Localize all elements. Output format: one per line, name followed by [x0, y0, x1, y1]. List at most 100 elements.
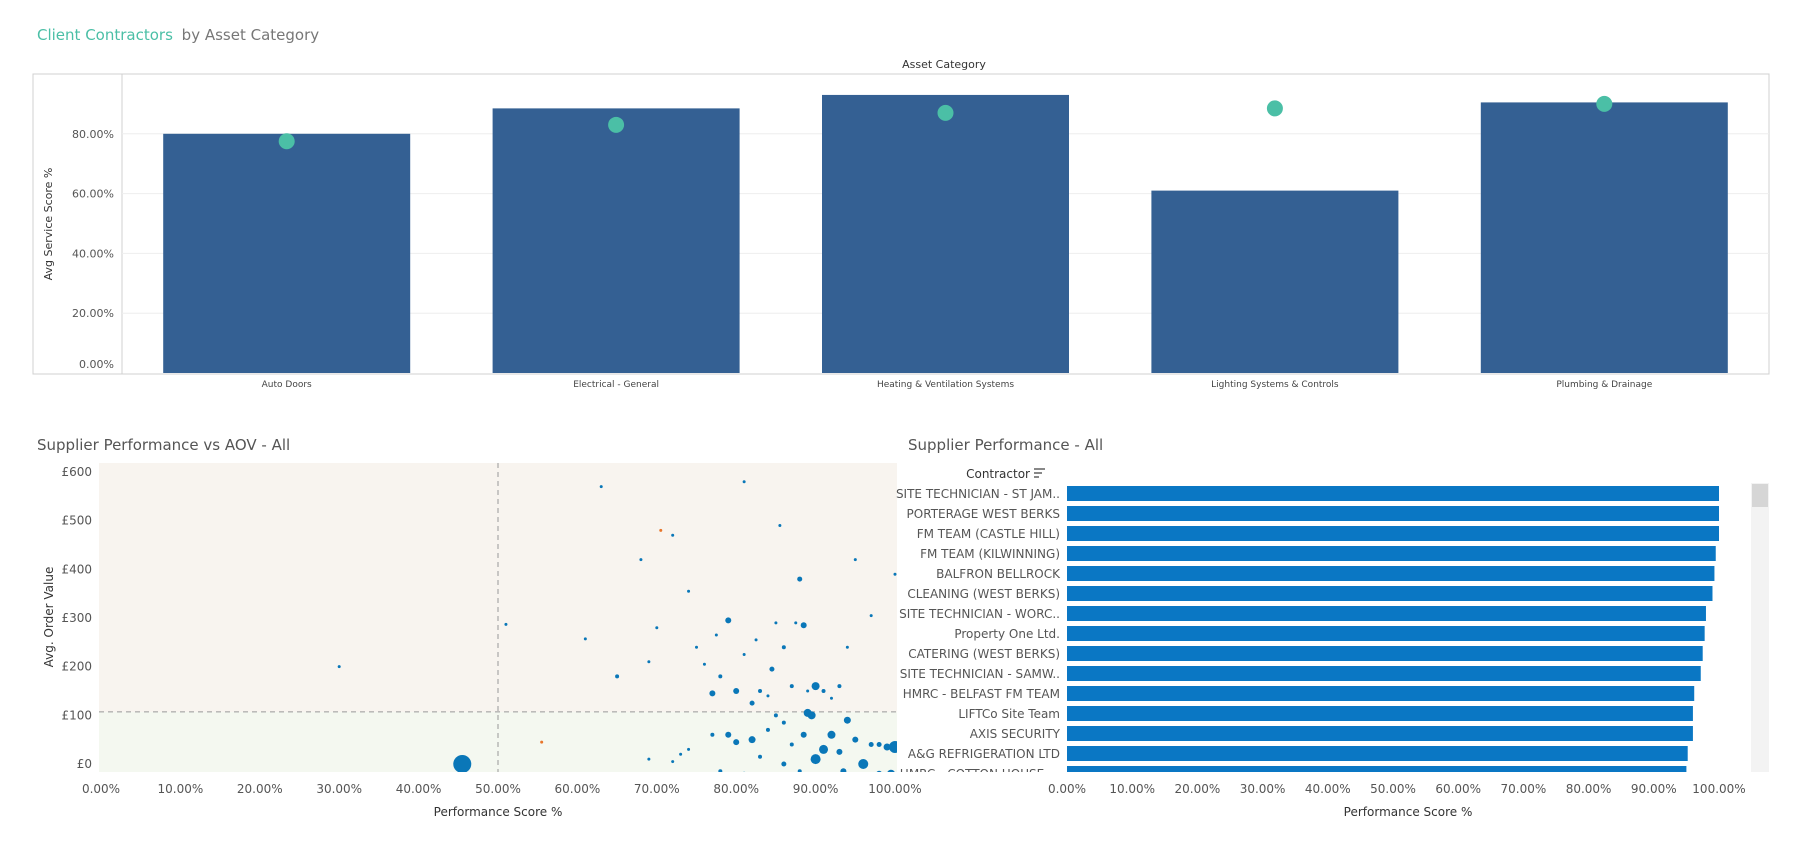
contractor-bar[interactable] — [1067, 746, 1688, 761]
scatter-point[interactable] — [836, 748, 843, 755]
scatter-point[interactable] — [702, 662, 706, 666]
contractor-label[interactable]: FM TEAM (CASTLE HILL) — [917, 527, 1060, 541]
contractor-bar[interactable] — [1067, 586, 1713, 601]
top-marker[interactable] — [1266, 100, 1283, 117]
contractor-bar[interactable] — [1067, 766, 1687, 781]
scatter-point[interactable] — [797, 769, 802, 773]
scatter-point[interactable] — [883, 743, 891, 751]
scatter-point[interactable] — [647, 660, 651, 664]
scatter-point[interactable] — [337, 665, 341, 669]
scatter-point[interactable] — [845, 645, 849, 649]
top-marker[interactable] — [937, 104, 954, 121]
scatter-point[interactable] — [718, 769, 723, 773]
scatter-point[interactable] — [725, 617, 732, 624]
scatter-point[interactable] — [766, 694, 770, 698]
scatter-point[interactable] — [504, 622, 508, 626]
contractor-label[interactable]: SITE TECHNICIAN - WORC.. — [899, 607, 1060, 621]
scatter-point[interactable] — [695, 645, 698, 649]
scatter-point[interactable] — [599, 485, 603, 489]
supplier-performance-chart[interactable]: Contractor SITE TECHNICIAN - ST JAM.. POR… — [896, 467, 1769, 819]
top-marker[interactable] — [608, 116, 625, 133]
scatter-point[interactable] — [774, 621, 778, 625]
scatter-point[interactable] — [829, 696, 833, 700]
sort-icon[interactable] — [1034, 468, 1045, 478]
scatter-point[interactable] — [754, 638, 758, 642]
scatter-point[interactable] — [725, 731, 732, 738]
scatter-point[interactable] — [800, 622, 807, 629]
contractor-bar[interactable] — [1067, 526, 1719, 541]
scatter-point[interactable] — [789, 684, 794, 689]
scatter-point[interactable] — [797, 576, 803, 582]
scatter-point[interactable] — [671, 533, 675, 537]
scatter-point[interactable] — [827, 730, 836, 739]
scatter-point[interactable] — [889, 740, 901, 753]
scatter-point[interactable] — [749, 700, 755, 706]
scatter-point[interactable] — [789, 742, 794, 747]
scatter-point[interactable] — [843, 716, 851, 724]
scatter-point[interactable] — [659, 528, 663, 532]
contractor-bar[interactable] — [1067, 486, 1719, 501]
contractor-label[interactable]: FM TEAM (KILWINNING) — [920, 547, 1060, 561]
scatter-point[interactable] — [733, 739, 740, 746]
contractor-label[interactable]: LIFTCo Site Team — [958, 707, 1060, 721]
contractor-bar[interactable] — [1067, 706, 1693, 721]
scatter-point[interactable] — [687, 589, 691, 593]
scatter-point[interactable] — [733, 688, 740, 694]
scatter-point[interactable] — [453, 755, 472, 773]
contractor-label[interactable]: BALFRON BELLROCK — [936, 567, 1061, 581]
contractor-label[interactable]: CLEANING (WEST BERKS) — [907, 587, 1060, 601]
contractor-label[interactable]: HMRC - BELFAST FM TEAM — [903, 687, 1060, 701]
contractor-header[interactable]: Contractor — [966, 467, 1030, 481]
top-bar[interactable] — [1480, 102, 1728, 373]
scatter-point[interactable] — [852, 736, 859, 743]
scatter-point[interactable] — [709, 690, 716, 697]
top-marker[interactable] — [278, 133, 295, 150]
scatter-point[interactable] — [710, 732, 715, 737]
contractor-bar[interactable] — [1067, 506, 1719, 521]
scatter-point[interactable] — [639, 558, 643, 562]
contractor-label[interactable]: SITE TECHNICIAN - ST JAM.. — [896, 487, 1060, 501]
scatter-chart[interactable]: £0 £100 £200 £300 £400 £500 £600 0.00% 10.00% 20… — [42, 463, 922, 819]
scatter-point[interactable] — [773, 713, 778, 718]
scatter-point[interactable] — [781, 761, 787, 767]
scatter-point[interactable] — [893, 572, 897, 576]
scatter-point[interactable] — [742, 771, 746, 776]
scatter-point[interactable] — [819, 744, 829, 754]
scatter-point[interactable] — [758, 754, 763, 759]
scatter-point[interactable] — [748, 736, 756, 744]
scatter-point[interactable] — [810, 754, 821, 765]
contractor-label[interactable]: CATERING (WEST BERKS) — [908, 647, 1060, 661]
contractor-label[interactable]: HMRC - COTTON HOUSE -.. — [900, 767, 1060, 781]
scatter-point[interactable] — [718, 674, 723, 679]
scatter-point[interactable] — [781, 645, 786, 650]
scatter-point[interactable] — [858, 759, 869, 769]
scatter-point[interactable] — [807, 711, 816, 720]
scrollbar-track[interactable] — [1751, 483, 1769, 772]
scatter-point[interactable] — [576, 772, 579, 775]
top-marker[interactable] — [1596, 95, 1613, 112]
scatter-point[interactable] — [781, 720, 786, 725]
dashboard-title-accent[interactable]: Client Contractors — [37, 26, 173, 44]
top-bar[interactable] — [492, 108, 740, 373]
scatter-point[interactable] — [876, 770, 882, 777]
scatter-point[interactable] — [769, 666, 775, 672]
scatter-point[interactable] — [679, 752, 683, 756]
scatter-point[interactable] — [876, 742, 882, 748]
contractor-label[interactable]: PORTERAGE WEST BERKS — [907, 507, 1060, 521]
scatter-point[interactable] — [806, 689, 810, 693]
contractor-bar[interactable] — [1067, 646, 1703, 661]
scatter-point[interactable] — [840, 768, 847, 774]
scatter-point[interactable] — [765, 727, 770, 732]
contractor-label[interactable]: Property One Ltd. — [954, 627, 1060, 641]
asset-category-chart[interactable]: Asset Category Avg Service Score % 0.00%… — [32, 58, 1770, 390]
contractor-label[interactable]: SITE TECHNICIAN - SAMW.. — [900, 667, 1060, 681]
contractor-bar[interactable] — [1067, 626, 1705, 641]
scatter-point[interactable] — [583, 637, 587, 641]
contractor-bar[interactable] — [1067, 686, 1695, 701]
scatter-point[interactable] — [778, 524, 782, 528]
contractor-bar[interactable] — [1067, 666, 1701, 681]
scatter-point[interactable] — [869, 614, 873, 618]
scatter-point[interactable] — [800, 731, 807, 738]
scatter-point[interactable] — [671, 760, 675, 764]
scatter-point[interactable] — [811, 682, 820, 691]
